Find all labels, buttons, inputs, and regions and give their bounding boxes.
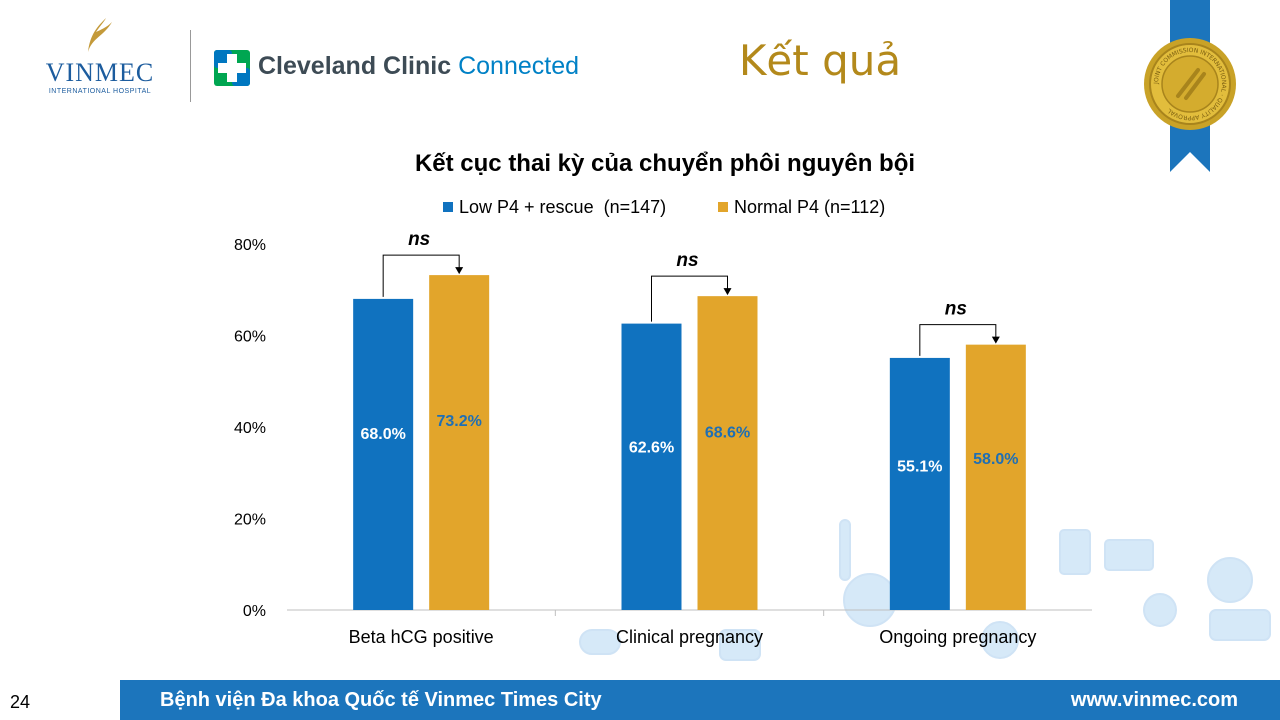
data-label: 58.0% [973,451,1018,468]
slide-title: Kết quả [738,36,902,85]
cleveland-cross-icon [214,50,250,86]
thermometer-icon [839,519,851,581]
x-category-label: Clinical pregnancy [616,627,763,647]
significance-bracket [382,254,460,297]
legend-swatch-low-p4 [443,202,453,212]
significance-bracket [919,324,997,356]
partner-name: Cleveland Clinic [258,52,452,80]
significance-arrowhead [455,267,464,275]
logo-divider [190,30,191,102]
bar [965,344,1026,610]
legend-item-low-p4: Low P4 + rescue (n=147) [443,197,666,218]
bottle-icon [1059,529,1091,575]
legend-label-low-p4: Low P4 + rescue (n=147) [459,197,667,217]
footer-website: www.vinmec.com [1070,689,1238,711]
legend-swatch-normal-p4 [718,202,728,212]
data-label: 62.6% [629,439,674,456]
stomach-icon [1207,557,1253,603]
ambulance-icon [1209,609,1271,641]
capsule-icon [579,629,621,655]
bar [889,357,950,610]
significance-label: ns [945,299,967,320]
y-tick-label: 0% [243,603,266,620]
atom-icon [981,621,1019,659]
chart-title: Kết cục thai kỳ của chuyển phôi nguyên b… [414,150,916,177]
footer-hospital-name: Bệnh viện Đa khoa Quốc tế Vinmec Times C… [160,689,602,711]
vinmec-bird-icon [88,18,112,52]
data-label: 68.6% [705,424,750,441]
partner-suffix: Connected [458,52,580,80]
significance-arrowhead [991,336,1000,344]
page-number: 24 [10,692,31,712]
legend-label-normal-p4: Normal P4 (n=112) [734,197,886,217]
x-category-label: Beta hCG positive [349,627,494,647]
vinmec-logo: VINMEC INTERNATIONAL HOSPITAL [30,18,170,98]
jci-seal-icon: JOINT COMMISSION INTERNATIONAL · QUALITY… [1144,0,1236,172]
significance-arrowhead [723,288,732,296]
y-tick-label: 40% [234,420,266,437]
vinmec-wordmark: VINMEC [45,58,155,87]
bar [621,323,682,610]
bar [353,298,414,610]
significance-label: ns [676,250,698,271]
x-category-label: Ongoing pregnancy [879,627,1036,647]
bar [697,296,758,610]
bandage-icon [1143,593,1177,627]
kit-icon [719,629,761,661]
legend-item-normal-p4: Normal P4 (n=112) [718,197,885,218]
footer-bar: Bệnh viện Đa khoa Quốc tế Vinmec Times C… [120,680,1280,720]
data-label: 68.0% [360,426,405,443]
y-tick-label: 80% [234,237,266,254]
medical-icons-watermark [579,519,1271,661]
significance-label: ns [408,229,430,250]
data-label: 73.2% [436,413,481,430]
data-label: 55.1% [897,458,942,475]
vinmec-subtitle: INTERNATIONAL HOSPITAL [48,88,152,95]
significance-bracket [651,275,728,322]
y-tick-label: 20% [234,512,266,529]
clipboard-icon [1104,539,1154,571]
bar [429,275,490,610]
y-tick-label: 60% [234,329,266,346]
cleveland-clinic-wordmark: Cleveland Clinic Connected [258,52,579,81]
